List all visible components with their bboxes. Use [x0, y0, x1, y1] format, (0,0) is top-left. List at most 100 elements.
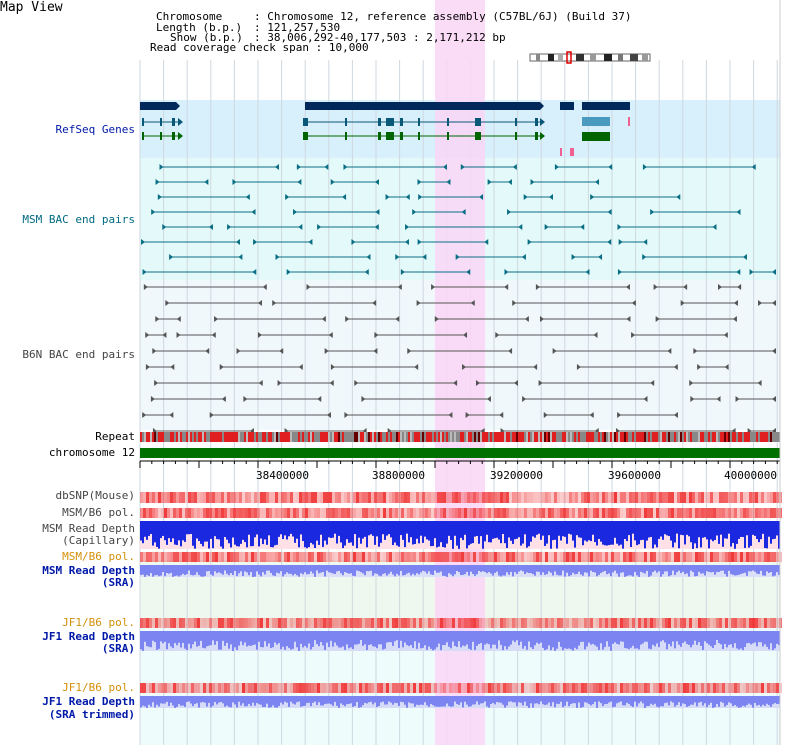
jf1-b6-pol-trim-mark [248, 683, 251, 693]
jf1-b6-pol-mark [254, 618, 257, 628]
jf1-depth-trim-bar [758, 696, 760, 705]
msm-depth-sra-bar [430, 565, 432, 575]
jf1-depth-trim-bar [166, 696, 168, 702]
msm-depth-sra-bar [776, 565, 778, 573]
msm-b6-pol-mark [344, 508, 347, 518]
msm-depth-sra-bar [370, 565, 372, 571]
repeat-mark [184, 432, 186, 442]
jf1-depth-trim-bar [224, 696, 226, 707]
jf1-b6-pol-trim-mark [647, 683, 650, 693]
jf1-depth-trim-bar [238, 696, 240, 702]
jf1-depth-trim-bar [356, 696, 358, 703]
jf1-depth-sra-bar [174, 631, 176, 644]
jf1-depth-sra-bar [268, 631, 270, 644]
b6n-bac-pair-end [279, 348, 284, 354]
msm-depth-sra-bar [618, 565, 620, 577]
track-label-b6n-bac[interactable]: B6N BAC end pairs [22, 348, 135, 361]
repeat-mark [192, 432, 194, 442]
jf1-depth-trim-bar [372, 696, 374, 705]
dbsnp-mark [212, 492, 215, 503]
msm-b6-pol-sra-mark [464, 552, 467, 562]
jf1-depth-trim-bar [594, 696, 596, 702]
msm-depth-capillary-bar [480, 521, 482, 537]
track-label-msm-depth-cap-1[interactable]: MSM Read Depth [42, 522, 135, 535]
gene-strand-arrow [540, 102, 544, 110]
jf1-depth-sra-bar [168, 631, 170, 644]
msm-depth-capillary-bar [740, 521, 742, 537]
track-label-msm-depth-sra-1[interactable]: MSM Read Depth [42, 564, 135, 577]
jf1-b6-pol-mark [467, 618, 470, 628]
jf1-b6-pol-trim-mark [182, 683, 185, 693]
jf1-depth-sra-bar [478, 631, 480, 644]
track-label-jf1-trim-1[interactable]: JF1 Read Depth [42, 695, 135, 708]
jf1-b6-pol-mark [734, 618, 737, 628]
track-label-msm-bac[interactable]: MSM BAC end pairs [22, 213, 135, 226]
msm-b6-pol-mark [434, 508, 437, 518]
msm-depth-sra-bar [244, 565, 246, 572]
msm-bac-pair-end [590, 194, 595, 200]
jf1-depth-trim-bar [204, 696, 206, 703]
ideogram-band [548, 54, 554, 61]
jf1-b6-pol-mark [362, 618, 365, 628]
jf1-depth-trim-bar [144, 696, 146, 707]
jf1-depth-trim-bar [710, 696, 712, 703]
jf1-b6-pol-mark [542, 618, 545, 628]
msm-depth-sra-bar [488, 565, 490, 573]
jf1-b6-pol-mark [452, 618, 455, 628]
msm-b6-pol-sra-mark [368, 552, 371, 562]
b6n-bac-pair-end [330, 364, 335, 370]
track-label-dbsnp[interactable]: dbSNP(Mouse) [55, 489, 135, 502]
track-label-jf1-depth-2: (SRA) [101, 642, 135, 655]
jf1-b6-pol-mark [584, 618, 587, 628]
msm-b6-pol-mark [281, 508, 284, 518]
track-label-chromosome[interactable]: chromosome 12 [48, 446, 135, 459]
msm-b6-pol-mark [272, 508, 275, 518]
jf1-b6-pol-mark [263, 618, 266, 628]
track-label-jf1-depth-1[interactable]: JF1 Read Depth [42, 630, 135, 643]
msm-depth-capillary-bar [244, 521, 246, 543]
jf1-b6-pol-mark [770, 618, 773, 628]
dbsnp-mark [722, 492, 725, 503]
jf1-depth-sra-bar [380, 631, 382, 645]
repeat-mark [636, 432, 638, 442]
track-label-msm-b6-pol[interactable]: MSM/B6 pol. [62, 506, 135, 519]
repeat-mark [326, 432, 328, 442]
msm-depth-sra-bar [254, 565, 256, 577]
jf1-b6-pol-mark [143, 618, 146, 628]
jf1-depth-sra-bar [290, 631, 292, 650]
repeat-mark [542, 432, 544, 442]
msm-bac-pair-end [251, 209, 256, 215]
b6n-bac-pair-end [650, 380, 655, 386]
msm-depth-capillary-bar [390, 521, 392, 538]
track-label-repeat[interactable]: Repeat [95, 430, 135, 443]
b6n-bac-pair-end [475, 380, 480, 386]
msm-bac-pair-end [504, 269, 509, 275]
msm-b6-pol-sra-mark [257, 552, 260, 562]
dbsnp-mark [416, 492, 419, 503]
track-label-jf1-b6-pol-trim[interactable]: JF1/B6 pol. [62, 681, 135, 694]
msm-depth-sra-bar [314, 565, 316, 577]
msm-b6-pol-mark [416, 508, 419, 518]
msm-depth-sra-bar [448, 565, 450, 574]
msm-b6-pol-mark [521, 508, 524, 518]
msm-depth-sra-bar [352, 565, 354, 576]
repeat-mark [240, 432, 242, 442]
track-label-refseq[interactable]: RefSeq Genes [55, 123, 135, 136]
jf1-depth-trim-bar [614, 696, 616, 707]
jf1-depth-trim-bar [734, 696, 736, 706]
b6n-bac-pair-end [354, 380, 359, 386]
jf1-depth-sra-bar [264, 631, 266, 642]
track-label-jf1-b6-pol[interactable]: JF1/B6 pol. [62, 616, 135, 629]
msm-depth-capillary-bar [458, 521, 460, 549]
track-label-msm-b6-pol-sra[interactable]: MSM/B6 pol. [62, 550, 135, 563]
b6n-bac-pair-end [463, 332, 468, 338]
jf1-depth-sra-bar [606, 631, 608, 642]
jf1-depth-sra-bar [402, 631, 404, 648]
jf1-depth-sra-bar [742, 631, 744, 651]
msm-b6-pol-mark [317, 508, 320, 518]
msm-depth-capillary-bar [452, 521, 454, 549]
msm-b6-pol-sra-mark [317, 552, 320, 562]
msm-depth-capillary-bar [326, 521, 328, 545]
jf1-b6-pol-trim-mark [707, 683, 710, 693]
